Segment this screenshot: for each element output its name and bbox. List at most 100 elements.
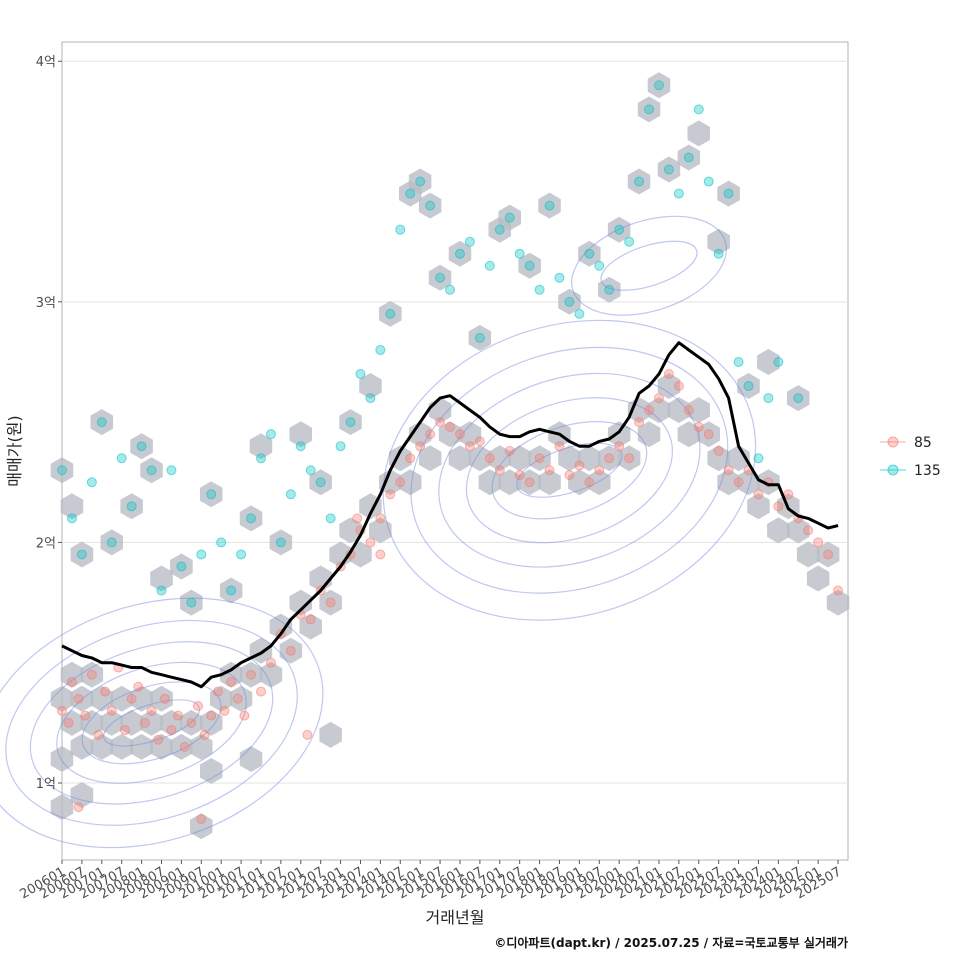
point-135-17 xyxy=(226,585,237,596)
point-85-8 xyxy=(106,705,117,716)
hexbin-cell-69 xyxy=(667,397,691,424)
point-135-5 xyxy=(106,537,117,548)
trend-line xyxy=(61,341,839,689)
hexbin-cell-26 xyxy=(239,661,263,688)
point-135-4 xyxy=(96,417,107,428)
point-85-67 xyxy=(624,453,635,464)
hexbin-cell-103 xyxy=(309,469,332,496)
hexbin-cell-85 xyxy=(826,589,850,616)
point-135-29 xyxy=(345,417,356,428)
hexbin-cell-44 xyxy=(418,445,442,472)
point-85-88 xyxy=(833,585,844,596)
hexbin-cell-1 xyxy=(60,709,84,736)
point-85-17 xyxy=(166,725,177,736)
point-85-66 xyxy=(614,441,625,452)
point-85-80 xyxy=(753,489,764,500)
point-85-93 xyxy=(352,513,363,524)
point-85-29 xyxy=(246,669,257,680)
contour-0-level-0 xyxy=(103,699,201,747)
hexbin-cell-29 xyxy=(269,613,293,640)
point-135-61 xyxy=(663,164,674,175)
hexbin-cell-24 xyxy=(219,661,243,688)
hexbin-cell-62 xyxy=(598,445,621,472)
hexbin-cell-15 xyxy=(140,709,163,736)
point-135-63 xyxy=(683,152,694,163)
point-135-28 xyxy=(335,441,346,452)
contour-0-level-5 xyxy=(0,597,324,849)
hexbin-cell-102 xyxy=(289,421,312,448)
contour-2-level-1 xyxy=(571,215,727,316)
point-135-2 xyxy=(76,549,87,560)
point-85-41 xyxy=(365,537,376,548)
point-135-19 xyxy=(246,513,257,524)
hexbin-cell-133 xyxy=(70,782,94,808)
point-85-15 xyxy=(153,734,164,745)
point-135-52 xyxy=(574,308,585,319)
point-85-82 xyxy=(773,501,784,512)
point-85-49 xyxy=(445,421,456,432)
point-85-11 xyxy=(126,693,137,704)
hexbin-cell-123 xyxy=(647,72,671,99)
point-85-90 xyxy=(73,802,84,813)
point-85-4 xyxy=(80,710,91,721)
point-85-77 xyxy=(723,465,734,476)
point-135-26 xyxy=(315,477,326,488)
point-85-61 xyxy=(564,470,575,481)
hexbin-cell-82 xyxy=(796,541,820,568)
hexbin-cell-40 xyxy=(379,469,402,496)
y-tick-label-4: 4억 xyxy=(36,55,56,70)
hexbin-cell-120 xyxy=(607,216,631,243)
hexbin-cell-117 xyxy=(558,288,581,315)
point-85-31 xyxy=(265,657,276,668)
point-135-9 xyxy=(146,465,157,476)
point-135-59 xyxy=(644,104,655,115)
point-85-91 xyxy=(302,729,313,740)
point-135-71 xyxy=(763,393,774,404)
point-135-0 xyxy=(57,465,67,476)
point-85-78 xyxy=(733,477,744,488)
scatter-points xyxy=(57,80,844,825)
point-135-46 xyxy=(514,248,525,259)
legend-item-135: 135 xyxy=(880,463,941,479)
point-135-18 xyxy=(236,549,247,560)
point-135-16 xyxy=(216,537,227,548)
hexbin-cell-131 xyxy=(787,385,810,412)
point-135-49 xyxy=(544,200,555,211)
point-135-54 xyxy=(594,260,605,271)
point-135-24 xyxy=(295,441,306,452)
point-85-44 xyxy=(395,477,406,488)
point-135-69 xyxy=(743,381,754,392)
hexbin-cell-90 xyxy=(100,529,123,556)
hexbin-cell-95 xyxy=(170,553,193,580)
grid-lines xyxy=(62,60,848,784)
hexbin-cell-124 xyxy=(657,156,681,183)
point-135-56 xyxy=(614,224,625,235)
hexbin-cell-129 xyxy=(737,373,760,399)
point-85-52 xyxy=(474,436,485,447)
point-85-72 xyxy=(673,381,684,392)
hexbin-cell-94 xyxy=(150,565,173,592)
y-axis-ticks: 1억 2억 3억 4억 xyxy=(36,55,62,792)
point-135-36 xyxy=(415,176,426,187)
hexbin-cell-118 xyxy=(578,240,601,267)
point-135-11 xyxy=(166,465,177,476)
hexbin-cell-46 xyxy=(438,421,462,448)
hexbin-cell-86 xyxy=(50,457,74,484)
point-135-15 xyxy=(206,489,217,500)
point-135-58 xyxy=(634,176,645,187)
trend-line-layer xyxy=(61,341,839,689)
hexbin-cell-105 xyxy=(359,373,382,399)
hexbin-cell-39 xyxy=(369,517,392,544)
point-135-67 xyxy=(723,188,734,199)
hexbin-cell-135 xyxy=(200,758,223,784)
point-85-27 xyxy=(232,693,243,704)
hexbin-cell-68 xyxy=(657,373,681,399)
point-85-12 xyxy=(133,681,144,692)
hexbin-cell-12 xyxy=(120,709,143,736)
point-85-70 xyxy=(653,393,664,404)
hexbin-cell-73 xyxy=(707,445,730,472)
point-135-21 xyxy=(265,429,276,440)
point-135-40 xyxy=(454,248,465,259)
hexbin-cell-0 xyxy=(50,685,74,712)
hexbin-cell-31 xyxy=(289,589,312,616)
